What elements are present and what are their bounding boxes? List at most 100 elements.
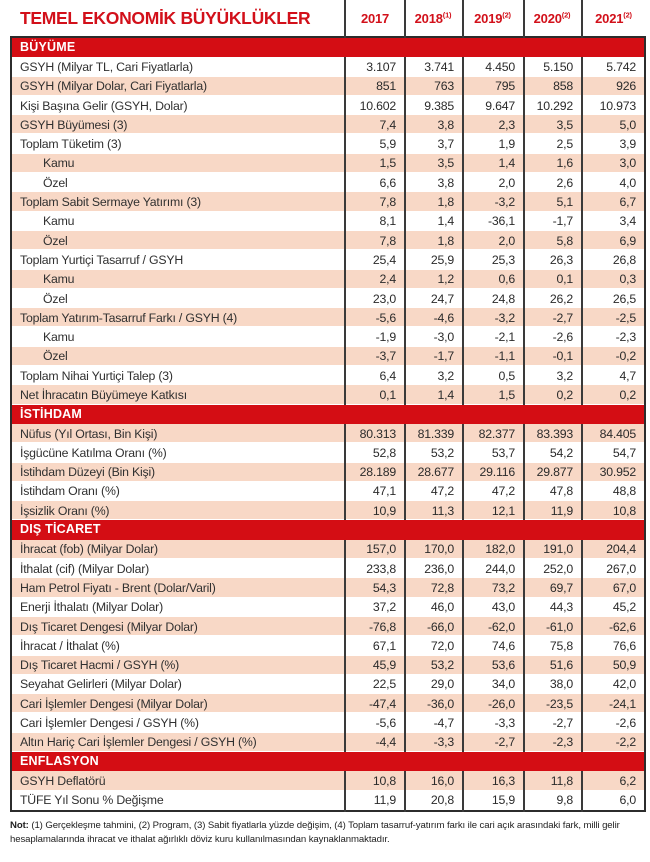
- cell-2018: 47,2: [430, 484, 454, 499]
- cell-2020: 29.877: [536, 465, 574, 480]
- cell-2021: -24,1: [608, 696, 636, 711]
- table-row: Kamu -1,9 -3,0 -2,1 -2,6 -2,3: [12, 327, 644, 346]
- table-row: Özel 6,6 3,8 2,0 2,6 4,0: [12, 173, 644, 192]
- row-label: Kamu: [43, 156, 75, 171]
- cell-2019: 15,9: [491, 793, 515, 808]
- cell-2018: 3,2: [437, 368, 455, 383]
- row-label: İstihdam Düzeyi (Bin Kişi): [20, 465, 155, 480]
- cell-2019: -3,2: [494, 310, 516, 325]
- column-header-2019: 2019(2): [474, 10, 511, 26]
- cell-2020: 10.292: [536, 98, 574, 113]
- cell-2019: 29.116: [479, 465, 516, 480]
- table-row: GSYH Deflatörü 10,8 16,0 16,3 11,8 6,2: [12, 771, 644, 791]
- cell-2021: 6,7: [619, 195, 637, 210]
- row-label: Özel: [43, 349, 68, 364]
- cell-2017: 54,3: [372, 580, 396, 595]
- cell-2020: -23,5: [545, 696, 573, 711]
- row-label: İstihdam Oranı (%): [20, 484, 120, 499]
- cell-2018: 53,2: [430, 658, 454, 673]
- cell-2019: 2,0: [498, 175, 516, 190]
- cell-2020: 191,0: [543, 542, 573, 557]
- table-row: Enerji İthalatı (Milyar Dolar) 37,2 46,0 43…: [12, 598, 644, 617]
- cell-2017: 157,0: [366, 542, 396, 557]
- cell-2017: 52,8: [372, 445, 396, 460]
- cell-2017: 10,8: [372, 773, 396, 788]
- table-header: TEMEL EKONOMİK BÜYÜKLÜKLER 2017 2018(1) 20…: [10, 0, 646, 37]
- row-label: Toplam Sabit Sermaye Yatırımı (3): [20, 195, 201, 210]
- cell-2019: 47,2: [491, 484, 515, 499]
- cell-2017: 67,1: [372, 638, 396, 653]
- cell-2020: 3,5: [556, 117, 574, 132]
- row-label: Enerji İthalatı (Milyar Dolar): [20, 600, 163, 615]
- row-label: Toplam Yurtiçi Tasarruf / GSYH: [20, 252, 184, 267]
- cell-2018: -4,7: [433, 716, 455, 731]
- table-body: BÜYÜME GSYH (Milyar TL, Cari Fiyatlarla) 3…: [10, 36, 646, 812]
- cell-2019: 25,3: [491, 252, 515, 267]
- cell-2018: -36,0: [426, 696, 454, 711]
- column-header-superscript: (2): [561, 10, 571, 20]
- cell-2018: 3,8: [437, 117, 455, 132]
- cell-2021: 0,2: [619, 387, 637, 402]
- cell-2021: 926: [616, 79, 636, 94]
- row-label: GSYH (Milyar TL, Cari Fiyatlarla): [20, 59, 193, 74]
- cell-2021: 0,3: [619, 272, 637, 287]
- cell-2018: 236,0: [424, 561, 454, 576]
- cell-2018: 1,8: [437, 195, 455, 210]
- cell-2020: 1,6: [556, 156, 574, 171]
- cell-2021: 6,0: [619, 793, 637, 808]
- cell-2018: -1,7: [433, 349, 455, 364]
- cell-2021: 6,2: [619, 773, 637, 788]
- cell-2021: 76,6: [612, 638, 636, 653]
- cell-2018: -66,0: [426, 619, 454, 634]
- column-header-2020: 2020(2): [533, 10, 571, 26]
- table-row: Toplam Yatırım-Tasarruf Farkı / GSYH (4)…: [12, 308, 644, 328]
- row-label: GSYH Büyümesi (3): [20, 117, 128, 132]
- cell-2019: 53,6: [491, 658, 515, 673]
- row-label: TÜFE Yıl Sonu % Değişme: [20, 793, 164, 808]
- cell-2020: 26,2: [549, 291, 573, 306]
- cell-2017: -47,4: [368, 696, 396, 711]
- row-label: İhracat / İthalat (%): [20, 638, 120, 653]
- cell-2021: 50,9: [612, 658, 636, 673]
- table-row: Cari İşlemler Dengesi / GSYH (%) -5,6 -4,7…: [12, 713, 644, 732]
- cell-2021: 4,7: [619, 368, 637, 383]
- section-header-row: BÜYÜME: [12, 38, 644, 58]
- cell-2019: -1,1: [494, 349, 516, 364]
- cell-2019: 53,7: [491, 445, 515, 460]
- section-title: ENFLASYON: [20, 753, 99, 768]
- cell-2018: 1,8: [437, 233, 455, 248]
- table-row: İhracat (fob) (Milyar Dolar) 157,0 170,0 18…: [12, 539, 644, 560]
- cell-2017: 7,8: [379, 195, 397, 210]
- cell-2021: 3,0: [619, 156, 637, 171]
- cell-2021: 48,8: [612, 484, 636, 499]
- cell-2020: -2,3: [552, 735, 574, 750]
- cell-2019: 1,9: [498, 137, 516, 152]
- cell-2017: -5,6: [375, 716, 397, 731]
- cell-2021: -2,3: [615, 330, 637, 345]
- cell-2018: 763: [434, 79, 454, 94]
- cell-2019: 12,1: [491, 503, 515, 518]
- cell-2021: 30.952: [599, 465, 637, 480]
- column-header-superscript: (1): [442, 10, 452, 20]
- table-row: Özel 23,0 24,7 24,8 26,2 26,5: [12, 289, 644, 308]
- section-header-row: ENFLASYON: [12, 751, 644, 772]
- cell-2021: 204,4: [606, 542, 636, 557]
- section-title: İSTİHDAM: [20, 406, 83, 421]
- column-header-superscript: (2): [502, 10, 511, 20]
- table-row: Kamu 2,4 1,2 0,6 0,1 0,3: [12, 269, 644, 289]
- table-row: GSYH Büyümesi (3) 7,4 3,8 2,3 3,5 5,0: [12, 115, 644, 135]
- row-label: İhracat (fob) (Milyar Dolar): [20, 542, 158, 557]
- cell-2017: 23,0: [372, 291, 396, 306]
- cell-2020: 9,8: [556, 793, 574, 808]
- table-row: Özel -3,7 -1,7 -1,1 -0,1 -0,2: [12, 346, 644, 367]
- table-row: Kişi Başına Gelir (GSYH, Dolar) 10.602 9.3…: [12, 96, 644, 115]
- cell-2017: -76,8: [368, 619, 396, 634]
- cell-2020: 2,5: [556, 137, 574, 152]
- cell-2021: 26,8: [612, 252, 636, 267]
- section-header-row: İSTİHDAM: [12, 404, 644, 424]
- cell-2018: 9.385: [424, 98, 454, 113]
- row-label: Toplam Yatırım-Tasarruf Farkı / GSYH (4): [20, 310, 238, 325]
- section-title: DIŞ TİCARET: [20, 522, 101, 537]
- cell-2019: -3,3: [494, 716, 516, 731]
- cell-2020: -2,6: [552, 330, 574, 345]
